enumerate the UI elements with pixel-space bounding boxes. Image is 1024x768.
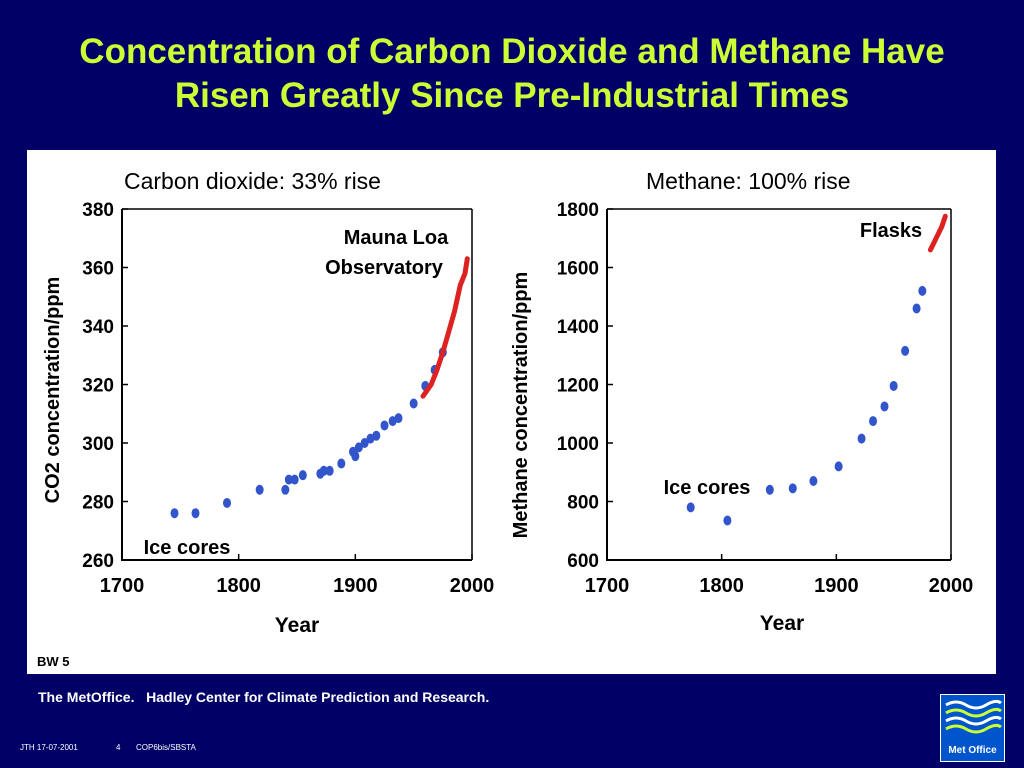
co2-ice-core-point-21 bbox=[409, 398, 418, 409]
co2-annotation-observatory: Observatory bbox=[325, 257, 444, 279]
ch4-ytick-label-4: 1400 bbox=[557, 317, 599, 338]
methane-annotation-ice-cores: Ice cores bbox=[664, 477, 751, 499]
co2-ytick-label-6: 380 bbox=[82, 200, 114, 221]
ch4-ice-core-point-4 bbox=[809, 476, 818, 487]
ch4-ice-core-point-10 bbox=[901, 345, 910, 356]
co2-ice-core-point-7 bbox=[298, 470, 307, 481]
co2-ytick-label-4: 340 bbox=[82, 317, 114, 338]
methane-y-axis-label: Methane concentration/ppm bbox=[510, 272, 532, 539]
ch4-xtick-label-1: 1800 bbox=[699, 575, 744, 597]
co2-ice-core-point-14 bbox=[354, 442, 363, 453]
ch4-ice-core-point-0 bbox=[686, 502, 695, 513]
ch4-ice-core-point-11 bbox=[912, 303, 921, 314]
credit-line: The MetOffice. Hadley Center for Climate… bbox=[38, 689, 490, 705]
co2-ice-core-point-11 bbox=[337, 458, 346, 469]
co2-ice-core-point-9 bbox=[319, 465, 328, 476]
ch4-ice-core-point-2 bbox=[765, 484, 774, 495]
footer-page-number: 4 bbox=[116, 743, 121, 752]
footer-reference: COP6bis/SBSTA bbox=[136, 743, 196, 752]
ch4-ytick-label-5: 1600 bbox=[557, 259, 599, 280]
met-office-logo: Met Office bbox=[940, 694, 1005, 762]
co2-mauna-loa-line bbox=[420, 256, 470, 399]
ch4-ice-core-point-8 bbox=[880, 401, 889, 412]
ch4-ice-core-point-7 bbox=[869, 416, 878, 427]
ch4-xtick-label-3: 2000 bbox=[929, 575, 974, 597]
ch4-xtick-label-2: 1900 bbox=[814, 575, 859, 597]
chart-panel: Carbon dioxide: 33% rise Methane: 100% r… bbox=[27, 150, 996, 674]
co2-ice-core-point-2 bbox=[223, 497, 231, 508]
co2-ytick-label-0: 260 bbox=[82, 551, 114, 572]
co2-ice-core-point-20 bbox=[394, 413, 403, 424]
methane-annotation-flasks: Flasks bbox=[860, 220, 922, 242]
methane-chart: 600 800 1000 1200 1400 1600 1800 1700 1800 1900 2… bbox=[510, 200, 973, 635]
ch4-ice-core-point-5 bbox=[834, 461, 843, 472]
co2-ice-core-point-13 bbox=[351, 451, 360, 462]
ch4-ytick-label-1: 800 bbox=[567, 493, 599, 514]
co2-annotation-ice-cores: Ice cores bbox=[144, 537, 231, 559]
co2-ytick-label-1: 280 bbox=[82, 493, 114, 514]
co2-x-axis-label: Year bbox=[275, 614, 319, 637]
co2-y-axis-label: CO2 concentration/ppm bbox=[42, 277, 64, 504]
co2-xtick-label-1: 1800 bbox=[216, 575, 261, 597]
methane-flasks-line bbox=[927, 213, 948, 253]
co2-ice-core-point-1 bbox=[191, 508, 200, 519]
met-office-wave-icon bbox=[945, 699, 1002, 734]
co2-annotation-mauna-loa: Mauna Loa bbox=[344, 227, 449, 249]
slide-title: Concentration of Carbon Dioxide and Meth… bbox=[0, 30, 1024, 118]
co2-ice-core-point-10 bbox=[325, 465, 334, 476]
methane-chart-title: Methane: 100% rise bbox=[646, 168, 851, 194]
co2-chart-title: Carbon dioxide: 33% rise bbox=[124, 168, 381, 194]
co2-ice-core-point-4 bbox=[281, 484, 290, 495]
ch4-ytick-label-0: 600 bbox=[567, 551, 599, 572]
ch4-ice-core-point-6 bbox=[857, 433, 866, 444]
co2-ytick-label-3: 320 bbox=[82, 376, 114, 397]
ch4-xtick-label-0: 1700 bbox=[585, 575, 630, 597]
co2-ice-core-point-15 bbox=[360, 438, 369, 448]
co2-ice-core-point-3 bbox=[255, 484, 264, 495]
bw-badge: BW 5 bbox=[37, 654, 70, 669]
slide-title-line-2: Risen Greatly Since Pre-Industrial Times bbox=[174, 76, 850, 115]
co2-xtick-label-3: 2000 bbox=[450, 575, 495, 597]
ch4-ytick-label-3: 1200 bbox=[557, 376, 599, 397]
co2-chart: 260 280 300 320 340 360 380 1700 1800 1900 2000 M… bbox=[42, 200, 494, 637]
ch4-ytick-label-2: 1000 bbox=[557, 434, 599, 455]
methane-axes-frame bbox=[606, 209, 951, 561]
co2-ice-core-point-18 bbox=[380, 420, 389, 431]
co2-ytick-label-2: 300 bbox=[82, 434, 114, 455]
co2-ytick-label-5: 360 bbox=[82, 259, 114, 280]
ch4-ice-core-point-3 bbox=[788, 483, 797, 494]
met-office-logo-text: Met Office bbox=[948, 745, 997, 756]
ch4-ytick-label-6: 1800 bbox=[557, 200, 599, 221]
co2-xtick-label-0: 1700 bbox=[100, 575, 145, 597]
co2-ice-core-point-0 bbox=[170, 508, 179, 519]
co2-xtick-label-2: 1900 bbox=[333, 575, 378, 597]
ch4-ice-core-point-9 bbox=[889, 380, 898, 391]
co2-ice-core-point-6 bbox=[290, 474, 299, 485]
ch4-ice-core-point-12 bbox=[918, 285, 927, 296]
methane-x-axis-label: Year bbox=[760, 612, 804, 635]
charts-canvas: 260 280 300 320 340 360 380 1700 1800 1900 2000 M… bbox=[42, 200, 973, 637]
co2-ice-core-point-17 bbox=[372, 430, 381, 441]
ch4-ice-core-point-1 bbox=[723, 515, 732, 526]
footer-author-date: JTH 17-07-2001 bbox=[20, 743, 78, 752]
co2-ice-core-point-5 bbox=[284, 474, 293, 485]
slide-title-line-1: Concentration of Carbon Dioxide and Meth… bbox=[79, 32, 945, 71]
